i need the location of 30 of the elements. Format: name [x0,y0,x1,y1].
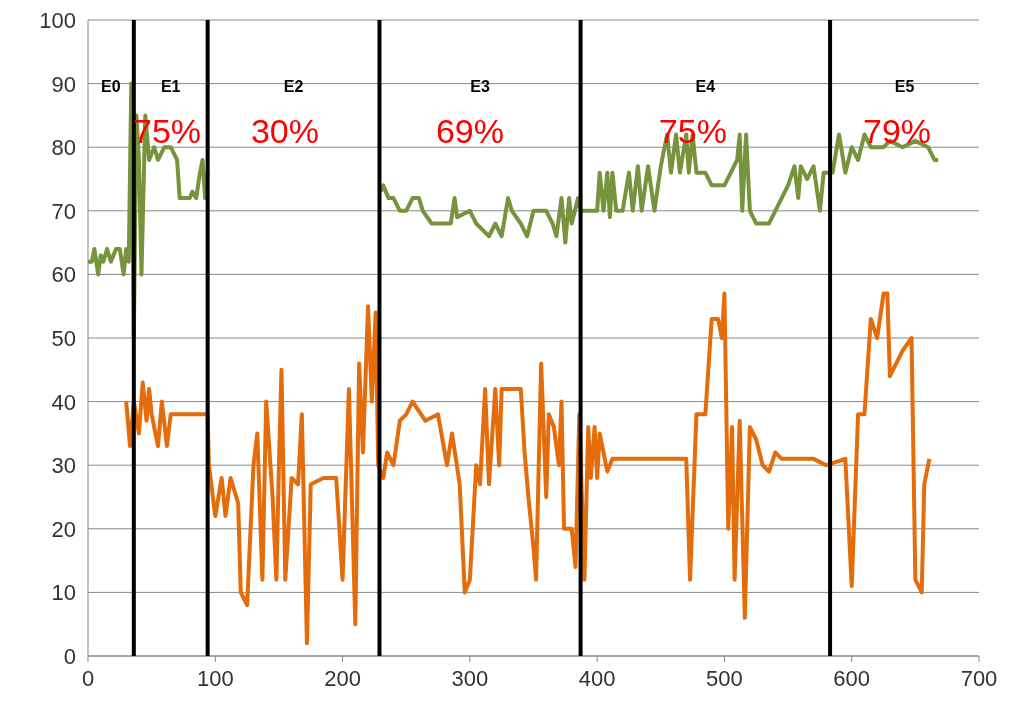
x-tick-label: 300 [451,666,489,691]
x-tick-label: 0 [81,666,95,691]
x-tick-label: 500 [706,666,743,691]
annotation: E3 [470,77,490,95]
y-tick-label: 0 [63,644,76,669]
y-tick-label: 90 [51,71,76,97]
y-tick-label: 60 [51,262,76,288]
x-tick-label: 100 [196,666,234,691]
y-tick-label: 10 [51,580,76,606]
annotation: 69% [435,112,505,151]
annotation: E0 [101,77,121,95]
annotation: E5 [894,77,915,95]
y-tick-label: 100 [39,8,76,33]
y-tick-label: 20 [51,516,76,542]
annotation: 75% [658,112,727,151]
line-series [124,291,932,646]
annotation: 79% [863,112,932,151]
x-tick-label: 200 [324,666,361,691]
x-tick-label: 400 [578,666,616,691]
y-tick-label: 80 [51,135,76,161]
y-tick-label: 50 [51,326,76,351]
annotation: E1 [160,77,181,95]
annotation: E2 [283,77,304,95]
y-tick-label: 40 [51,389,76,415]
annotation: 30% [250,112,320,151]
y-tick-label: 30 [51,453,76,479]
x-tick-label: 600 [833,666,871,691]
y-tick-label: 70 [51,198,76,224]
x-tick-label: 700 [960,666,998,691]
annotation: E4 [695,77,716,95]
